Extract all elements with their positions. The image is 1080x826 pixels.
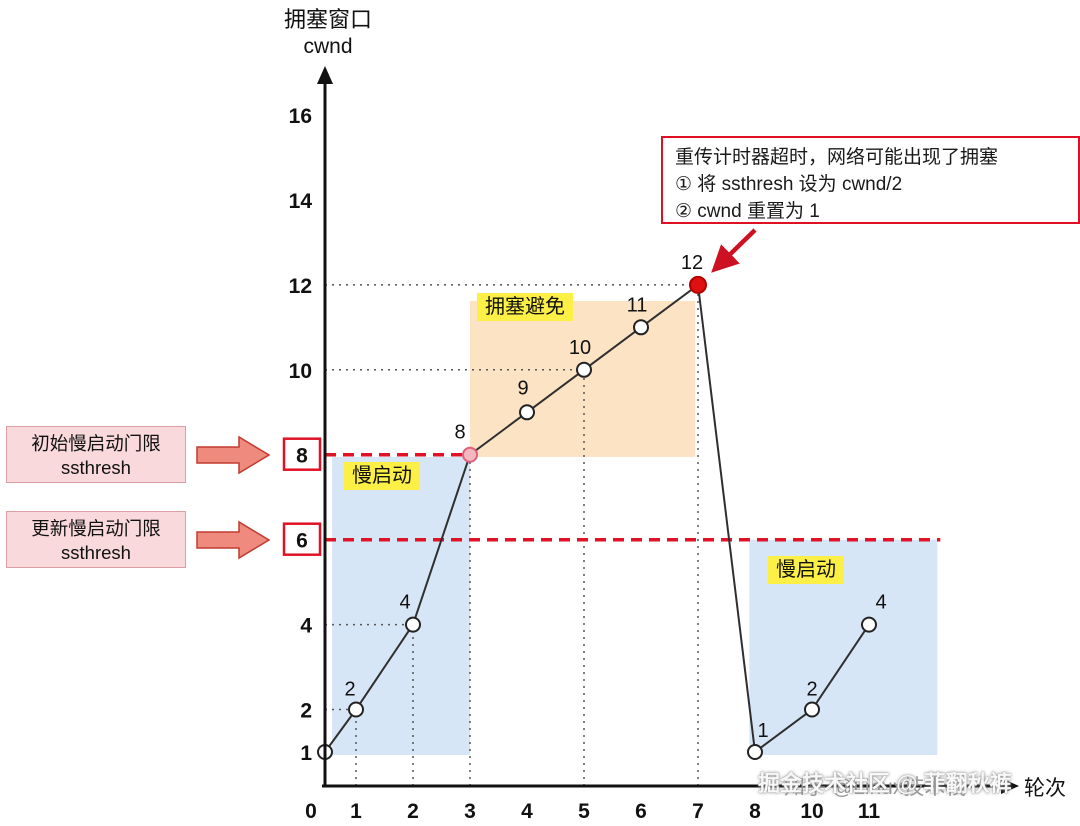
- data-point-normal: [633, 319, 649, 336]
- ssthresh-tick-box-8: [282, 437, 322, 471]
- updated-ssthresh-arrow-icon: [196, 520, 271, 560]
- y-axis-title-line2: cwnd: [303, 34, 353, 58]
- congestion-avoidance-label: 拥塞避免: [477, 293, 573, 321]
- x-tick-2: 2: [407, 800, 419, 823]
- point-label: 10: [569, 337, 591, 359]
- x-axis-arrowhead-icon: [1001, 778, 1019, 794]
- y-tick-4: 4: [300, 615, 312, 638]
- timeout-annotation-box: 重传计时器超时，网络可能出现了拥塞 ① 将 ssthresh 设为 cwnd/2…: [661, 136, 1080, 224]
- data-point-ssthresh-point: [462, 446, 478, 463]
- slow-start-label-1: 慢启动: [344, 462, 420, 490]
- updated-ssthresh-label-line2: ssthresh: [61, 542, 131, 564]
- point-label: 12: [681, 252, 703, 274]
- x-tick-1: 1: [350, 800, 362, 823]
- y-axis-title-line1: 拥塞窗口: [283, 7, 372, 32]
- axes: [196, 66, 1019, 794]
- x-tick-8: 8: [749, 800, 761, 823]
- y-tick-16: 16: [289, 105, 312, 128]
- x-tick-11: 11: [858, 800, 881, 823]
- point-label: 11: [627, 294, 648, 316]
- x-tick-10: 10: [800, 800, 823, 823]
- annotation-line3: ② cwnd 重置为 1: [675, 200, 820, 222]
- data-point-normal: [519, 404, 535, 421]
- annotation-line2: ① 将 ssthresh 设为 cwnd/2: [675, 173, 903, 195]
- annotation-line1: 重传计时器超时，网络可能出现了拥塞: [675, 147, 999, 168]
- x-tick-7: 7: [692, 800, 704, 823]
- data-point-normal: [576, 361, 592, 378]
- slow-start-label-2: 慢启动: [768, 556, 844, 584]
- y-axis-title: 拥塞窗口 cwnd: [263, 6, 393, 60]
- region-congestion-avoidance: [470, 301, 696, 457]
- updated-ssthresh-label: 更新慢启动门限 ssthresh: [6, 511, 186, 568]
- timeout-pointer-arrow-icon: [711, 228, 757, 273]
- x-tick-6: 6: [635, 800, 647, 823]
- y-tick-12: 12: [289, 275, 312, 298]
- watermark-front: 掘金技术社区 @ 菲翻秋裤: [758, 771, 1012, 796]
- watermark: 知乎 @Linux技术栈 掘金技术社区 @ 菲翻秋裤: [758, 764, 1080, 802]
- initial-ssthresh-label: 初始慢启动门限 ssthresh: [6, 426, 186, 483]
- data-point-timeout-point: [689, 275, 707, 294]
- x-tick-4: 4: [521, 800, 533, 823]
- data-point-normal: [405, 616, 421, 633]
- point-label: 9: [517, 377, 528, 399]
- initial-ssthresh-arrow-icon: [196, 435, 271, 475]
- point-label: 4: [875, 592, 886, 614]
- y-tick-1: 1: [300, 742, 312, 765]
- x-tick-5: 5: [578, 800, 590, 823]
- ssthresh-tick-box-6: [282, 522, 322, 556]
- y-tick-2: 2: [300, 700, 312, 723]
- y-axis-arrowhead-icon: [317, 66, 333, 84]
- x-tick-3: 3: [464, 800, 476, 823]
- data-point-normal: [804, 701, 820, 718]
- point-label: 8: [454, 422, 465, 444]
- y-tick-14: 14: [289, 190, 313, 213]
- watermark-back: 知乎 @Linux技术栈: [784, 776, 967, 799]
- x-axis-label: 轮次: [1024, 777, 1066, 800]
- data-point-normal: [747, 744, 763, 760]
- point-label: 2: [806, 679, 817, 701]
- point-label: 2: [344, 679, 355, 701]
- initial-ssthresh-label-line1: 初始慢启动门限: [31, 433, 161, 454]
- y-tick-8: 8: [296, 445, 308, 468]
- initial-ssthresh-label-line2: ssthresh: [61, 457, 131, 479]
- data-point-normal: [861, 616, 877, 633]
- y-tick-6: 6: [296, 530, 308, 553]
- point-label: 1: [757, 720, 768, 742]
- x-tick-0: 0: [305, 800, 317, 823]
- y-tick-10: 10: [289, 360, 312, 383]
- updated-ssthresh-label-line1: 更新慢启动门限: [31, 518, 161, 539]
- point-label: 4: [399, 592, 410, 614]
- data-point-normal: [348, 701, 364, 718]
